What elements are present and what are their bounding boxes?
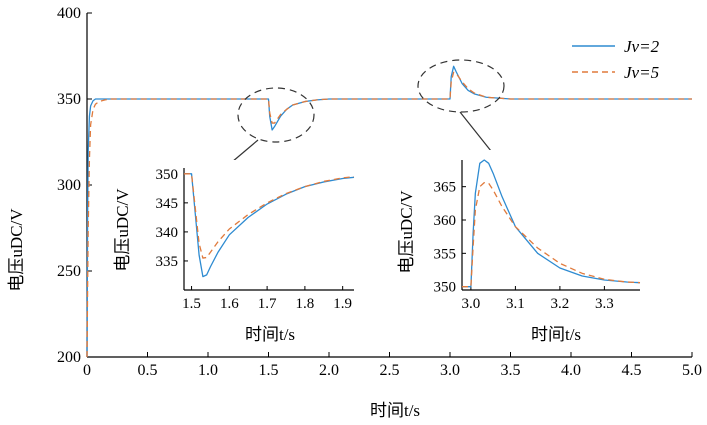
inset1-series-line-jv5 — [184, 173, 355, 259]
inset2-x-tick-label: 3.1 — [506, 296, 525, 312]
main-x-axis-label: 时间t/s — [370, 401, 420, 420]
main-x-tick-label: 5.0 — [682, 362, 702, 379]
inset2-y-tick-label: 360 — [434, 213, 457, 229]
main-tick-labels: 0 0.5 1.0 1.5 2.0 2.5 3.0 3.5 4.0 4.5 5.0 200 250 300… — [57, 5, 702, 379]
legend-label-jv2: Jv=2 — [624, 37, 660, 56]
inset2-y-tick-label: 355 — [434, 246, 457, 262]
inset2-y-tick-label: 365 — [434, 180, 457, 196]
inset1-x-tick-label: 1.6 — [220, 296, 239, 312]
main-y-axis-label: 电压uDC/V — [7, 208, 26, 292]
main-y-tick-label: 200 — [57, 349, 81, 366]
inset1-tick-labels: 1.5 1.6 1.7 1.8 1.9 335 340 345 350 — [156, 167, 353, 312]
inset2-x-axis-label: 时间t/s — [531, 325, 581, 344]
main-y-tick-label: 250 — [57, 263, 81, 280]
main-y-tick-label: 400 — [57, 5, 81, 22]
main-x-tick-label: 2.5 — [380, 362, 400, 379]
callout-ellipse-2 — [417, 59, 505, 113]
inset2-axes — [461, 160, 640, 291]
legend: Jv=2 Jv=5 — [572, 37, 660, 82]
inset1-x-tick-label: 1.5 — [182, 296, 201, 312]
main-x-tick-label: 1.5 — [259, 362, 279, 379]
main-x-tick-label: 3.0 — [440, 362, 460, 379]
inset1-y-tick-label: 345 — [156, 196, 179, 212]
main-x-tick-label: 4.5 — [622, 362, 642, 379]
inset1-y-tick-label: 350 — [156, 167, 179, 183]
inset2-series-lines — [462, 159, 641, 288]
inset2-y-axis-label: 电压uDC/V — [397, 190, 416, 274]
main-x-tick-label: 1.0 — [198, 362, 218, 379]
inset2-series-line-jv5 — [462, 182, 641, 288]
main-x-tick-label: 3.5 — [501, 362, 521, 379]
inset2-tick-labels: 3.0 3.1 3.2 3.3 350 355 360 365 — [434, 180, 614, 312]
callout-ellipse-1 — [237, 87, 315, 143]
inset1-background — [180, 160, 365, 300]
inset1-series-lines — [184, 173, 355, 278]
main-x-tick-label: 4.0 — [561, 362, 581, 379]
main-series-lines — [86, 65, 692, 358]
inset2-y-tick-label: 350 — [434, 280, 457, 296]
legend-label-jv5: Jv=5 — [624, 63, 659, 82]
inset1-x-tick-label: 1.7 — [258, 296, 277, 312]
main-y-tick-label: 350 — [57, 91, 81, 108]
main-x-tick-label: 0.5 — [138, 362, 158, 379]
inset1-x-axis-label: 时间t/s — [245, 325, 295, 344]
main-x-tick-label: 0 — [83, 362, 91, 379]
main-y-tick-label: 300 — [57, 177, 81, 194]
inset1-y-axis-label: 电压uDC/V — [113, 188, 132, 272]
inset1-y-tick-label: 335 — [156, 254, 179, 270]
inset2-x-tick-label: 3.3 — [595, 296, 614, 312]
callout-leader-1 — [231, 139, 259, 163]
inset2-x-tick-label: 3.0 — [462, 296, 481, 312]
callout-leader-2 — [459, 111, 496, 157]
inset2-background — [455, 150, 650, 300]
inset1-y-tick-label: 340 — [156, 225, 179, 241]
inset1-x-tick-label: 1.8 — [296, 296, 315, 312]
zoom-callouts — [231, 59, 505, 163]
inset2-x-tick-label: 3.2 — [551, 296, 570, 312]
inset1-x-tick-label: 1.9 — [333, 296, 352, 312]
main-x-tick-label: 2.0 — [319, 362, 339, 379]
